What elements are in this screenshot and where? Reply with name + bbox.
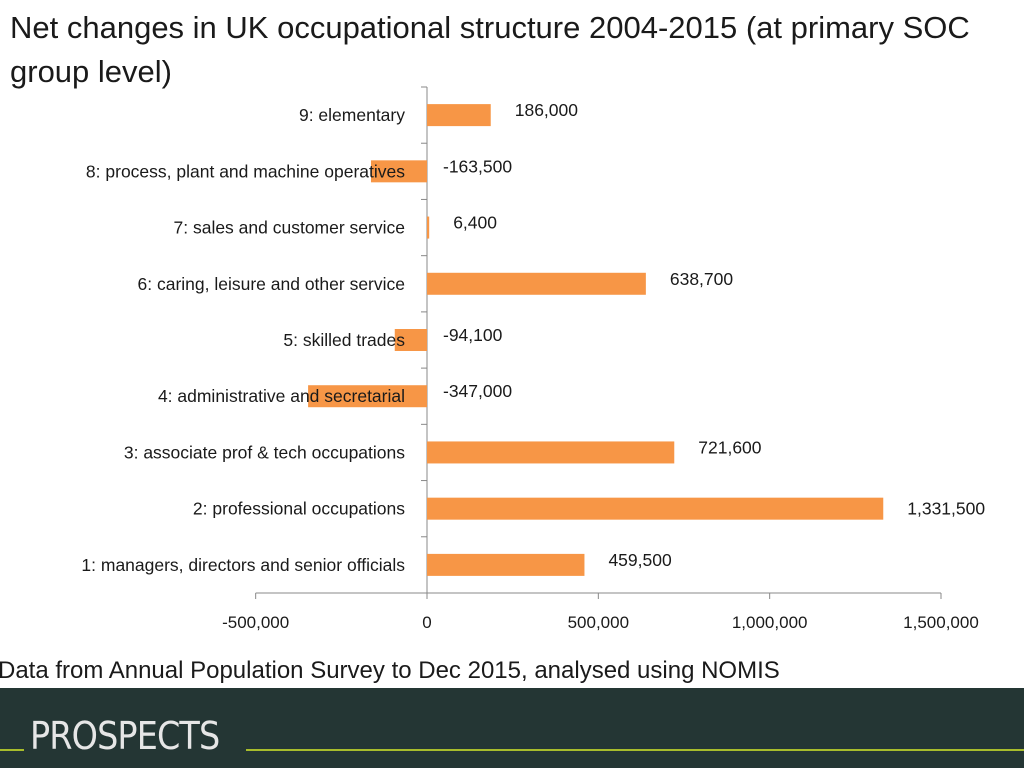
data-label: 459,500 <box>608 550 672 570</box>
category-label: 5: skilled trades <box>283 330 405 350</box>
bar-chart: -500,000 0 500,000 1,000,000 1,500,000 9: ele… <box>81 86 985 632</box>
category-label: 3: associate prof & tech occupations <box>124 442 405 462</box>
logo-text: PROSPECTS <box>30 714 220 758</box>
data-label: 638,700 <box>670 269 734 289</box>
x-tick-label: 500,000 <box>568 613 629 632</box>
bar <box>370 160 427 183</box>
bar <box>394 329 427 351</box>
source-note: Data from Annual Population Survey to De… <box>0 657 780 684</box>
data-label: 186,000 <box>515 100 579 120</box>
data-label: 721,600 <box>698 437 762 457</box>
bar <box>427 216 430 239</box>
data-label: 6,400 <box>453 213 497 233</box>
category-label: 1: managers, directors and senior offici… <box>81 555 405 575</box>
data-label: -347,000 <box>443 381 512 401</box>
logo-underline-right <box>246 749 1024 751</box>
bar <box>308 385 427 408</box>
data-label: -163,500 <box>443 156 512 176</box>
bar <box>427 553 585 576</box>
x-tick-label: 1,500,000 <box>903 613 979 632</box>
data-label: 1,331,500 <box>907 499 985 519</box>
bar <box>427 104 491 127</box>
category-label: 6: caring, leisure and other service <box>138 274 406 294</box>
x-tick-label: 0 <box>422 613 431 632</box>
footer-banner: PROSPECTS <box>0 688 1024 768</box>
x-tick-label: 1,000,000 <box>732 613 808 632</box>
category-label: 8: process, plant and machine operatives <box>86 161 405 181</box>
category-label: 9: elementary <box>299 105 405 125</box>
chart-title: Net changes in UK occupational structure… <box>10 10 970 89</box>
data-label: -94,100 <box>443 325 503 345</box>
bar <box>427 441 675 464</box>
logo-underline-left <box>0 749 24 751</box>
bar <box>427 272 646 295</box>
category-label: 7: sales and customer service <box>174 218 406 238</box>
category-label: 2: professional occupations <box>193 499 405 519</box>
x-tick-label: -500,000 <box>222 613 289 632</box>
category-label: 4: administrative and secretarial <box>158 386 405 406</box>
bar <box>427 497 884 520</box>
prospects-logo: PROSPECTS <box>0 688 1024 768</box>
